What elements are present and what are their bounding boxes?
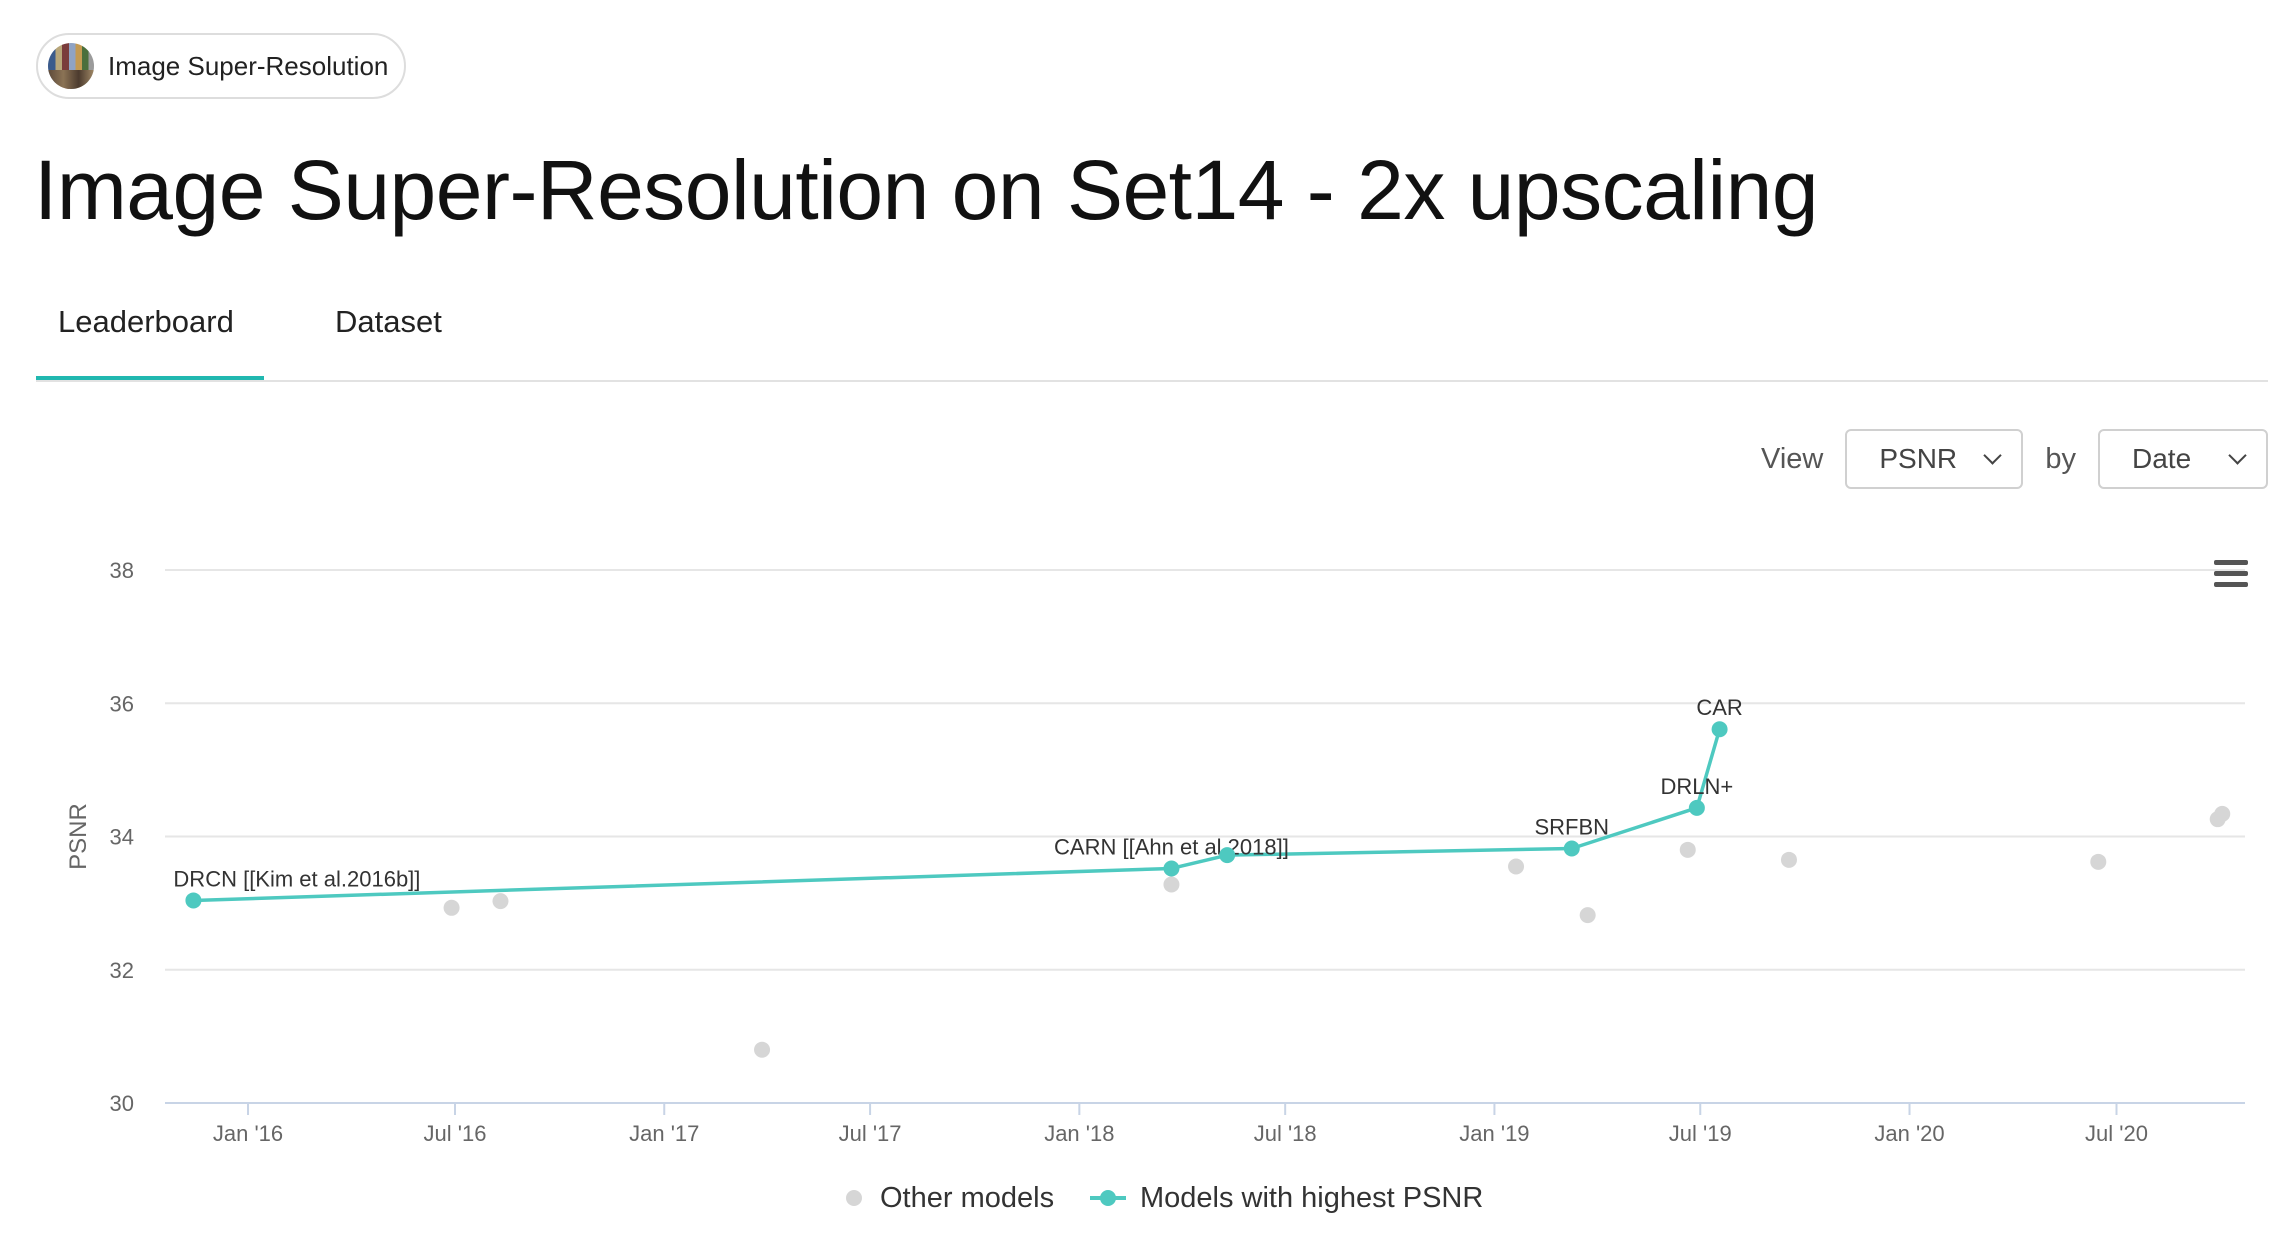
x-tick-label: Jan '18 [1044,1121,1114,1146]
task-pill[interactable]: Image Super-Resolution [36,33,406,99]
best-model-point [1219,847,1236,864]
x-tick-label: Jan '16 [213,1121,283,1146]
tab-dataset[interactable]: Dataset [335,304,442,339]
x-tick-label: Jan '17 [629,1121,699,1146]
best-model-data-label: SRFBN [1534,814,1609,839]
y-tick-label: 32 [110,958,134,983]
x-tick-label: Jul '20 [2085,1121,2148,1146]
legend-label-other: Other models [880,1181,1055,1214]
y-tick-label: 34 [110,825,134,850]
metric-select[interactable]: PSNR [1845,429,2024,489]
x-tick-label: Jan '19 [1459,1121,1529,1146]
other-model-point [1508,858,1525,875]
other-model-point [1579,907,1596,924]
best-model-data-label: DRLN+ [1660,774,1733,799]
tab-bar: Leaderboard Dataset [36,290,2268,382]
y-axis-label: PSNR [65,803,92,870]
tab-leaderboard[interactable]: Leaderboard [58,304,234,339]
other-model-point [2214,805,2231,822]
x-tick-label: Jul '19 [1669,1121,1732,1146]
best-model-point [1163,860,1180,877]
other-model-point [1679,841,1696,858]
chart-legend: Other models Models with highest PSNR [0,1170,2282,1226]
other-model-point [1780,851,1797,868]
legend-item-best-models[interactable]: Models with highest PSNR [1090,1170,1483,1226]
legend-label-best: Models with highest PSNR [1140,1181,1484,1214]
task-pill-label: Image Super-Resolution [108,50,389,81]
best-model-point [1711,721,1728,738]
best-model-data-label: CAR [1696,695,1742,720]
sort-by-select-value: Date [2132,443,2192,474]
x-tick-label: Jul '17 [839,1121,902,1146]
psnr-chart: 30 32 34 36 38 Jan '16 Jul '16 Jan '17 Jul '17 Ja… [65,558,2245,1146]
best-model-point [1688,799,1705,816]
x-tick-label: Jul '16 [424,1121,487,1146]
best-model-point [1563,840,1580,857]
chart-controls: View PSNR by Date [1761,428,2268,490]
x-tick-label: Jan '20 [1874,1121,1944,1146]
legend-marker-other [846,1190,862,1206]
sort-by-select[interactable]: Date [2098,429,2268,489]
task-thumbnail-image [48,43,94,89]
y-tick-label: 36 [110,691,134,716]
x-tick-label: Jul '18 [1254,1121,1317,1146]
best-model-point [185,892,202,909]
page-title: Image Super-Resolution on Set14 - 2x ups… [34,143,1819,237]
by-label: by [2045,442,2076,475]
metric-select-value: PSNR [1879,443,1958,474]
other-model-point [754,1041,771,1058]
other-model-point [2090,853,2107,870]
legend-item-other-models[interactable]: Other models [846,1170,1054,1226]
hamburger-menu-icon[interactable] [2214,560,2248,588]
best-models-line [193,728,1722,903]
y-tick-label: 30 [110,1091,134,1116]
other-model-point [492,893,509,910]
best-model-data-label: DRCN [[Kim et al.2016b]] [173,866,420,891]
legend-marker-best [1090,1190,1126,1206]
y-tick-label: 38 [110,558,134,583]
best-model-data-label: CARN [[Ahn et al.2018]] [1054,834,1289,859]
active-tab-indicator [36,376,264,380]
view-label: View [1761,442,1824,475]
other-model-point [1163,876,1180,893]
other-model-point [443,899,460,916]
